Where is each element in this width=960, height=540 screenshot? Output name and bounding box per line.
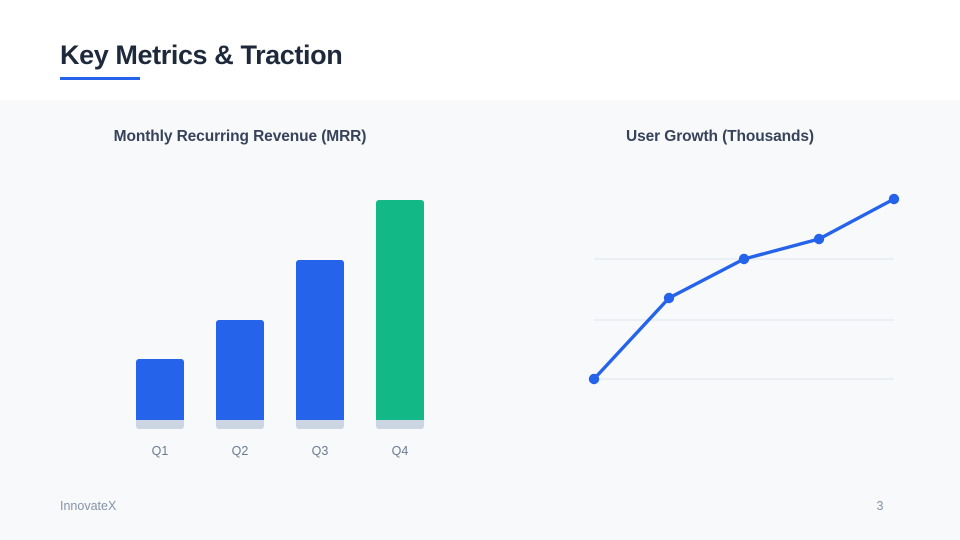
bar-fill-q1 (136, 359, 184, 420)
bar-label-q1: Q1 (151, 444, 169, 458)
bar-base-q3 (296, 420, 344, 429)
line-marker-4[interactable] (813, 233, 825, 245)
bar-group-q4[interactable]: Q4 (376, 100, 424, 480)
chart-panel-user-growth: User Growth (Thousands) (480, 100, 960, 480)
bar-base-q2 (216, 420, 264, 429)
bar-column-q2[interactable] (216, 320, 264, 429)
line-marker-3[interactable] (738, 253, 750, 265)
bar-column-q4[interactable] (376, 200, 424, 429)
bar-group-q2[interactable]: Q2 (216, 100, 264, 480)
bar-group-q3[interactable]: Q3 (296, 100, 344, 480)
footer-brand: InnovateX (60, 499, 117, 513)
bar-base-q1 (136, 420, 184, 429)
bar-label-q2: Q2 (231, 444, 249, 458)
line-series-user-growth (592, 197, 896, 381)
bar-label-q4: Q4 (391, 444, 409, 458)
header-band (0, 0, 960, 100)
bar-fill-q2 (216, 320, 264, 420)
line-marker-1[interactable] (588, 373, 600, 385)
footer-page-number: 3 (876, 499, 884, 513)
title-accent-underline (60, 77, 140, 80)
bar-group-q1[interactable]: Q1 (136, 100, 184, 480)
line-marker-2[interactable] (663, 292, 675, 304)
bar-column-q1[interactable] (136, 359, 184, 429)
bar-fill-q4 (376, 200, 424, 420)
line-chart-plot (588, 193, 900, 385)
line-marker-5[interactable] (888, 193, 900, 205)
bar-column-q3[interactable] (296, 260, 344, 429)
bar-fill-q3 (296, 260, 344, 420)
bar-label-q3: Q3 (311, 444, 329, 458)
bar-base-q4 (376, 420, 424, 429)
line-series-markers (588, 193, 900, 385)
page-title: Key Metrics & Traction (60, 40, 343, 70)
chart-title-mrr: Monthly Recurring Revenue (MRR) (113, 128, 367, 145)
chart-panel-mrr: Monthly Recurring Revenue (MRR) Q1 Q2 (0, 100, 480, 480)
line-chart-gridlines (594, 258, 894, 380)
chart-title-user-growth: User Growth (Thousands) (625, 128, 814, 145)
bar-chart-plot: Q1 Q2 Q3 (0, 100, 480, 480)
